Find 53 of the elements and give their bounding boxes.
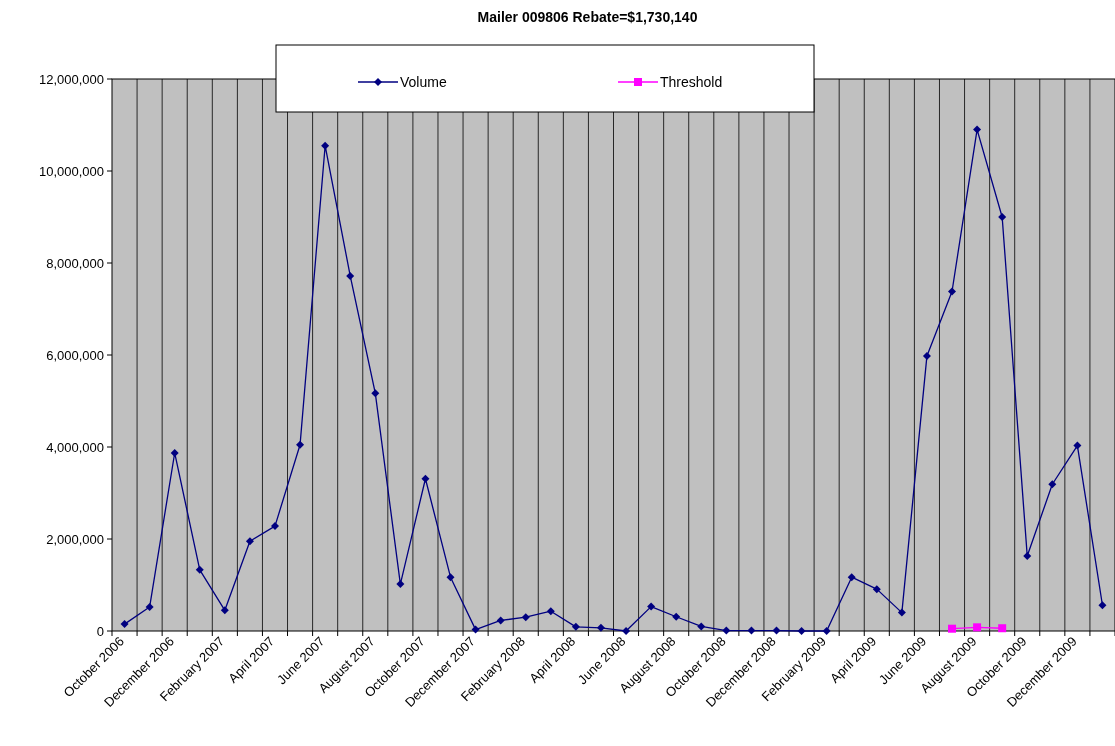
point <box>772 626 781 635</box>
point <box>722 626 731 635</box>
point <box>571 622 580 631</box>
y-tick-label: 6,000,000 <box>46 347 104 363</box>
point <box>270 522 279 531</box>
point <box>346 271 355 280</box>
point <box>1023 552 1032 561</box>
legend-label: Volume <box>400 73 447 90</box>
point <box>897 608 906 617</box>
y-tick-label: 8,000,000 <box>46 255 104 271</box>
point <box>596 623 605 632</box>
point <box>872 585 881 594</box>
point <box>647 602 656 611</box>
point <box>371 389 380 398</box>
point <box>471 625 480 634</box>
point <box>672 612 681 621</box>
y-tick-label: 10,000,000 <box>38 163 104 179</box>
chart-title: Mailer 009806 Rebate=$1,730,140 <box>477 9 698 25</box>
point <box>797 627 806 635</box>
point <box>847 573 856 582</box>
point <box>496 616 505 625</box>
y-tick-label: 0 <box>96 623 104 639</box>
point <box>1098 601 1107 610</box>
point <box>973 623 982 632</box>
point <box>998 213 1007 221</box>
point <box>1048 480 1057 489</box>
y-tick-label: 4,000,000 <box>46 439 104 455</box>
point <box>998 624 1007 633</box>
point <box>195 565 204 574</box>
point <box>922 351 931 360</box>
point <box>822 627 831 635</box>
point <box>973 125 982 134</box>
point <box>220 606 229 615</box>
point <box>145 603 154 612</box>
point <box>446 573 455 582</box>
point <box>747 626 756 635</box>
point <box>120 620 129 629</box>
point <box>521 613 530 622</box>
point <box>1073 441 1082 450</box>
point <box>296 440 305 449</box>
point <box>697 622 706 631</box>
point <box>948 624 957 633</box>
legend-label: Threshold <box>660 73 723 90</box>
point <box>396 580 405 589</box>
y-tick-label: 2,000,000 <box>46 531 104 547</box>
point <box>245 537 254 546</box>
point <box>321 141 330 150</box>
point <box>546 607 555 616</box>
point <box>170 448 179 457</box>
point <box>421 474 430 483</box>
point <box>622 627 631 635</box>
point <box>948 287 957 296</box>
y-tick-label: 12,000,000 <box>38 71 104 87</box>
